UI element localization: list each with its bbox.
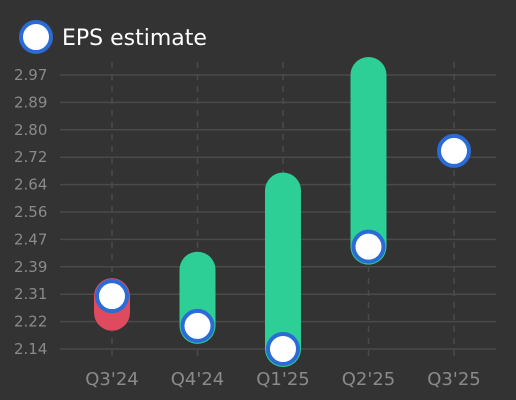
estimate-marker[interactable] bbox=[95, 279, 129, 314]
y-tick-label: 2.56 bbox=[14, 203, 47, 221]
y-tick-label: 2.80 bbox=[14, 121, 47, 139]
legend[interactable]: EPS estimate bbox=[19, 20, 207, 54]
y-tick-label: 2.47 bbox=[14, 230, 47, 248]
legend-marker-icon bbox=[19, 20, 53, 54]
y-tick-label: 2.31 bbox=[14, 285, 47, 303]
markers-layer bbox=[95, 133, 471, 366]
y-tick-label: 2.64 bbox=[14, 176, 47, 194]
y-tick-label: 2.72 bbox=[14, 148, 47, 166]
estimate-marker[interactable] bbox=[266, 332, 300, 366]
estimate-marker[interactable] bbox=[351, 229, 386, 264]
x-axis: Q3'24 Q4'24 Q1'25 Q2'25 Q3'25 bbox=[85, 369, 480, 390]
legend-label: EPS estimate bbox=[62, 26, 207, 51]
x-tick-label: Q2'25 bbox=[342, 369, 395, 390]
y-tick-label: 2.97 bbox=[14, 66, 47, 84]
estimate-marker[interactable] bbox=[180, 308, 215, 343]
x-tick-label: Q1'25 bbox=[256, 369, 309, 390]
y-axis: 2.97 2.89 2.80 2.72 2.64 2.56 2.47 2.39 2.31 2.22… bbox=[14, 66, 47, 358]
y-tick-label: 2.89 bbox=[14, 93, 47, 111]
surprise-bar[interactable] bbox=[350, 57, 387, 265]
surprise-bar[interactable] bbox=[265, 172, 301, 367]
x-tick-label: Q3'24 bbox=[85, 369, 138, 390]
y-tick-label: 2.39 bbox=[14, 258, 47, 276]
estimate-marker[interactable] bbox=[437, 133, 471, 168]
x-tick-label: Q3'25 bbox=[427, 369, 480, 390]
y-tick-label: 2.22 bbox=[14, 313, 47, 331]
x-tick-label: Q4'24 bbox=[171, 369, 224, 390]
y-tick-label: 2.14 bbox=[14, 340, 47, 358]
